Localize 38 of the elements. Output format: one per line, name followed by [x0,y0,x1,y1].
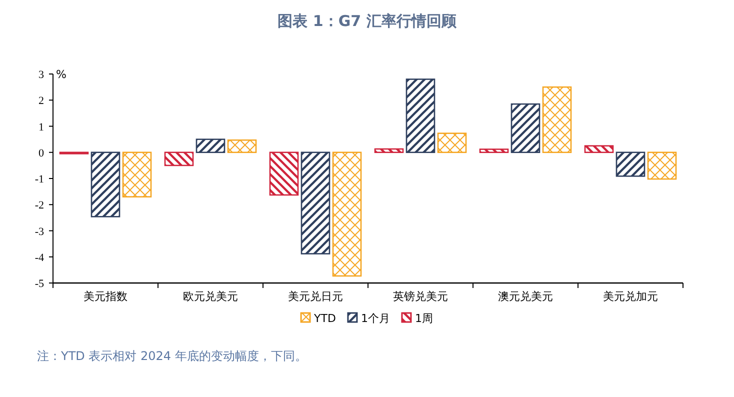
text: 注：YTD 表示相对 2024 年底的变动幅度，下同。 [37,349,307,363]
legend-label: 1个月 [360,312,390,325]
y-axis-title: % [56,68,66,81]
bar [122,152,152,198]
bar [510,103,540,154]
bar [269,152,299,196]
x-tick-label: 欧元兑美元 [183,290,238,303]
bar [164,152,194,166]
y-tick-label: -5 [34,278,44,290]
bar [647,152,677,180]
y-tick-label: 2 [38,95,44,108]
bar [300,152,330,254]
y-tick-label: -3 [34,226,44,238]
x-tick-label: 美元兑加元 [603,290,658,303]
x-tick-label: 英镑兑美元 [393,290,448,303]
y-tick-label: 3 [38,69,44,81]
bar [542,86,572,154]
bar [406,78,436,154]
y-tick-label: 1 [38,121,44,134]
y-tick-label: -4 [34,252,44,264]
bar [227,139,257,154]
bar [479,148,509,154]
chart-title: 图表 1：G7 汇率行情回顾 [278,12,458,30]
bar [584,145,614,154]
bar [616,152,646,177]
x-tick-label: 美元指数 [84,290,128,303]
x-tick-label: 澳元兑美元 [498,290,553,303]
bar [374,148,404,154]
bar [332,152,362,277]
legend-label: 1周 [414,312,433,325]
legend-label: YTD [313,312,336,325]
bar [437,132,467,154]
y-tick-label: -1 [34,174,44,186]
bar [196,138,226,154]
y-tick-label: -2 [34,200,44,212]
bar [90,152,120,218]
y-tick-label: 0 [38,147,44,160]
x-tick-label: 美元兑日元 [288,290,343,303]
